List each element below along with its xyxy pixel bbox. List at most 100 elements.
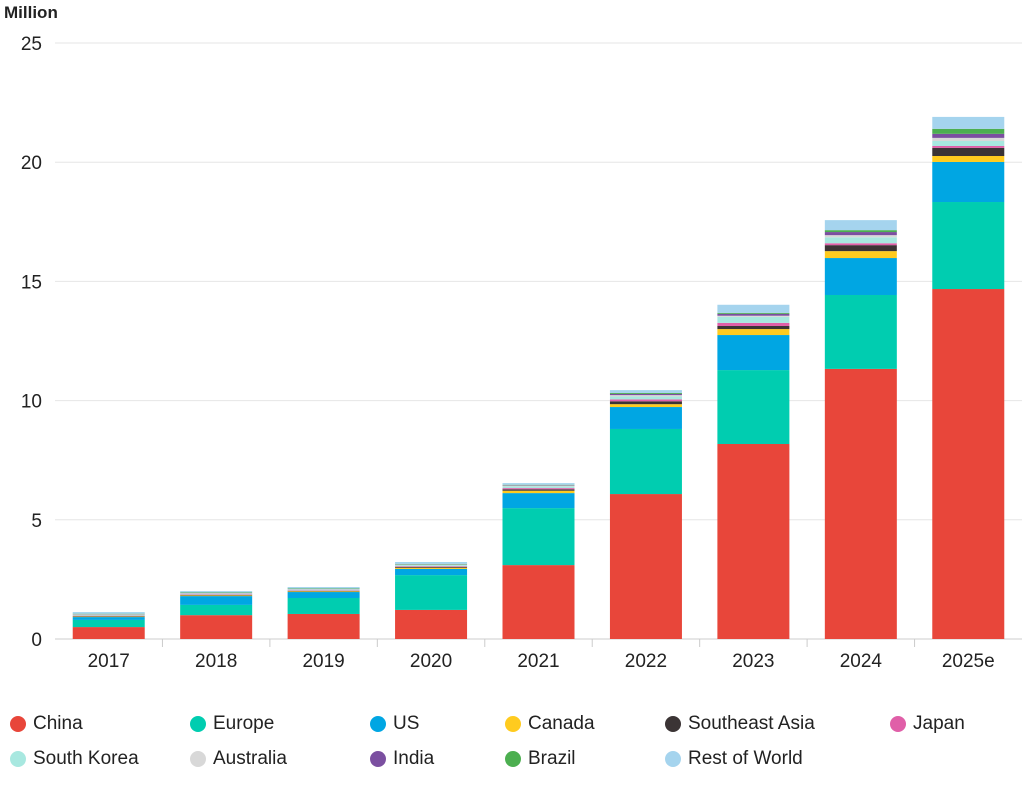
bar-segment-us-2024 — [824, 258, 897, 295]
bar-segment-us-2017 — [72, 617, 145, 620]
legend-item: Australia — [190, 748, 287, 770]
legend-swatch — [665, 716, 681, 732]
bar-segment-china-2018 — [180, 615, 253, 639]
bar-segment-south-korea-2020 — [395, 565, 468, 567]
legend-swatch — [190, 751, 206, 767]
x-tick-label: 2021 — [517, 651, 559, 672]
bar-segment-europe-2019 — [287, 597, 360, 614]
legend-item: India — [370, 748, 434, 770]
bar-segment-australia-2021 — [502, 485, 575, 487]
bar-segment-china-2024 — [824, 368, 897, 639]
bar-segment-europe-2022 — [609, 428, 682, 495]
bar-segment-china-2017 — [72, 627, 145, 639]
bar-segment-japan-2022 — [609, 399, 682, 402]
legend-item: Southeast Asia — [665, 713, 815, 735]
x-tick-label: 2022 — [625, 651, 667, 672]
bar-segment-europe-2017 — [72, 619, 145, 628]
bar-segment-australia-2024 — [824, 235, 897, 238]
x-tick-label: 2024 — [840, 651, 883, 672]
legend-swatch — [665, 751, 681, 767]
bar-segment-southeast-asia-2022 — [609, 401, 682, 405]
legend-item: Japan — [890, 713, 965, 735]
bar-segment-china-2023 — [717, 443, 790, 639]
bar-segment-southeast-asia-2020 — [395, 567, 468, 568]
bar-segment-europe-2020 — [395, 575, 468, 610]
bar-segment-europe-2021 — [502, 508, 575, 566]
bar-segment-india-2025e — [932, 133, 1005, 138]
bar-segment-us-2020 — [395, 568, 468, 576]
bar-segment-us-2021 — [502, 493, 575, 509]
bar-segment-india-2024 — [824, 232, 897, 236]
legend-label: China — [33, 713, 83, 734]
x-tick-label: 2020 — [410, 651, 452, 672]
y-tick-label: 0 — [31, 630, 42, 651]
bar-segment-china-2022 — [609, 494, 682, 639]
bar-segment-india-2022 — [609, 393, 682, 396]
legend-swatch — [890, 716, 906, 732]
bar-segment-europe-2018 — [180, 604, 253, 616]
x-tick-label: 2019 — [302, 651, 344, 672]
bar-segment-south-korea-2018 — [180, 593, 253, 595]
legend-swatch — [10, 751, 26, 767]
bar-segment-south-korea-2019 — [287, 589, 360, 591]
y-tick-label: 25 — [21, 34, 42, 55]
legend-item: Brazil — [505, 748, 576, 770]
bar-segment-australia-2025e — [932, 137, 1005, 141]
x-tick-label: 2023 — [732, 651, 774, 672]
bar-segment-rest-of-world-2022 — [609, 390, 682, 393]
bar-segment-japan-2020 — [395, 566, 468, 568]
legend-item: Rest of World — [665, 748, 803, 770]
y-axis-label: Million — [4, 3, 58, 22]
bar-segment-japan-2023 — [717, 322, 790, 326]
bar-segment-south-korea-2023 — [717, 316, 790, 323]
bar-segment-brazil-2024 — [824, 230, 897, 233]
y-tick-label: 20 — [21, 153, 42, 174]
bar-segment-china-2019 — [287, 613, 360, 639]
legend-label: Brazil — [528, 748, 576, 769]
legend-label: Southeast Asia — [688, 713, 815, 734]
bar-segment-southeast-asia-2021 — [502, 489, 575, 491]
bar-segment-brazil-2025e — [932, 128, 1005, 134]
bar-segment-rest-of-world-2024 — [824, 220, 897, 231]
bar-segment-rest-of-world-2021 — [502, 483, 575, 485]
bar-segment-europe-2025e — [932, 202, 1005, 290]
bar-segment-rest-of-world-2020 — [395, 561, 468, 564]
bar-segment-brazil-2022 — [609, 392, 682, 394]
legend-swatch — [505, 716, 521, 732]
legend-label: India — [393, 748, 435, 769]
bar-segment-rest-of-world-2017 — [72, 612, 145, 614]
bar-segment-rest-of-world-2025e — [932, 116, 1005, 129]
legend-swatch — [370, 751, 386, 767]
legend-item: China — [10, 713, 83, 735]
legend-label: Australia — [213, 748, 287, 769]
bar-segment-canada-2020 — [395, 567, 468, 569]
bar-segment-southeast-asia-2024 — [824, 245, 897, 252]
bar-segment-australia-2023 — [717, 315, 790, 317]
legend-item: South Korea — [10, 748, 139, 770]
legend-label: Canada — [528, 713, 595, 734]
bar-segment-canada-2022 — [609, 404, 682, 408]
y-tick-label: 10 — [21, 392, 42, 413]
bar-segment-japan-2024 — [824, 243, 897, 246]
bar-segment-us-2018 — [180, 596, 253, 605]
legend-swatch — [505, 751, 521, 767]
bar-segment-india-2023 — [717, 313, 790, 316]
legend-item: Europe — [190, 713, 274, 735]
bar-segment-brazil-2023 — [717, 312, 790, 314]
bar-segment-rest-of-world-2018 — [180, 591, 253, 593]
legend-label: Japan — [913, 713, 965, 734]
bar-segment-europe-2024 — [824, 294, 897, 369]
bar-segment-china-2021 — [502, 565, 575, 639]
bar-segment-canada-2023 — [717, 329, 790, 336]
bar-segment-europe-2023 — [717, 370, 790, 444]
bar-segment-southeast-asia-2025e — [932, 147, 1005, 157]
bar-segment-rest-of-world-2019 — [287, 587, 360, 589]
legend-label: South Korea — [33, 748, 139, 769]
bar-segment-us-2019 — [287, 592, 360, 598]
legend-item: Canada — [505, 713, 595, 735]
bar-segment-canada-2024 — [824, 251, 897, 259]
y-tick-label: 15 — [21, 272, 42, 293]
bar-segment-canada-2025e — [932, 156, 1005, 162]
bar-segment-south-korea-2021 — [502, 486, 575, 489]
